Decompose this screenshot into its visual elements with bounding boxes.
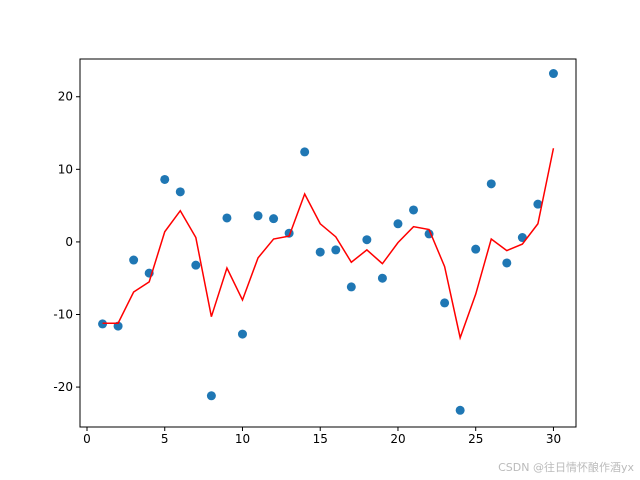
scatter-point	[502, 258, 512, 268]
x-tick-label: 25	[468, 432, 483, 446]
scatter-point	[455, 405, 465, 415]
x-tick-label: 10	[235, 432, 250, 446]
scatter-point	[486, 179, 496, 189]
scatter-point	[175, 187, 185, 197]
y-tick-label: 0	[65, 235, 73, 249]
watermark: CSDN @往日情怀酿作酒yx	[498, 460, 634, 474]
scatter-point	[331, 245, 341, 255]
scatter-point	[237, 329, 247, 339]
y-tick-label: 10	[58, 162, 73, 176]
scatter-point	[300, 147, 310, 157]
scatter-point	[191, 260, 201, 270]
scatter-point	[377, 273, 387, 283]
scatter-point	[548, 69, 558, 79]
scatter-point	[471, 244, 481, 254]
line-series	[102, 148, 555, 341]
scatter-point	[315, 247, 325, 257]
scatter-point	[440, 298, 450, 308]
x-tick-label: 30	[546, 432, 561, 446]
x-tick-label: 20	[390, 432, 405, 446]
scatter-point	[222, 213, 232, 223]
plot-frame	[79, 58, 577, 428]
scatter-point	[269, 214, 279, 224]
scatter-point	[129, 255, 139, 265]
y-tick-label: 20	[58, 90, 73, 104]
scatter-point	[206, 391, 216, 401]
y-tick-label: -20	[53, 380, 73, 394]
scatter-point	[393, 219, 403, 229]
x-tick-label: 0	[83, 432, 91, 446]
y-tick-label: -10	[53, 307, 73, 321]
scatter-point	[362, 235, 372, 245]
scatter-point	[409, 205, 419, 215]
scatter-point	[533, 199, 543, 209]
scatter-point	[160, 174, 170, 184]
scatter-point	[346, 282, 356, 292]
scatter-point	[253, 211, 263, 221]
x-tick-label: 5	[161, 432, 169, 446]
x-tick-label: 15	[313, 432, 328, 446]
scatter-point	[517, 233, 527, 243]
